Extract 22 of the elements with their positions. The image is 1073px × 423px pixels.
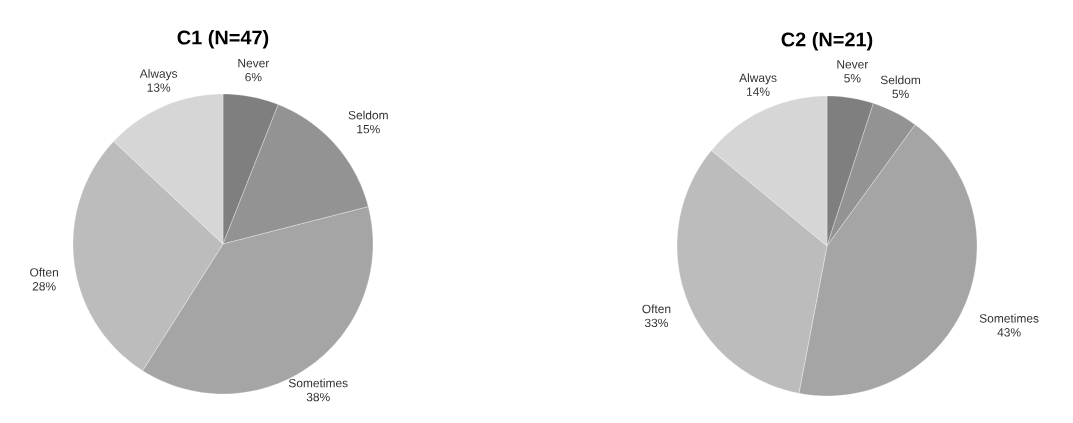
slice-label: Never <box>837 60 869 69</box>
data-label: 14% <box>746 87 770 96</box>
slice-label: Often <box>642 304 671 314</box>
slice-label: Always <box>139 69 178 81</box>
slice-label: Seldom <box>348 110 388 120</box>
chart-title: C1 (N=47) <box>177 29 269 49</box>
data-label: 38% <box>306 392 330 402</box>
slice-label: Sometimes <box>979 313 1039 323</box>
data-label: 15% <box>357 124 380 134</box>
chart-title: C2 (N=21) <box>781 31 873 51</box>
data-label: 5% <box>844 74 861 83</box>
data-label: 6% <box>245 72 262 82</box>
data-label: 43% <box>997 328 1021 337</box>
data-label: 5% <box>892 89 909 99</box>
slice-label: Always <box>739 73 777 85</box>
slice-label: Sometimes <box>288 378 348 388</box>
data-label: 28% <box>32 282 56 291</box>
slice-label: Often <box>30 267 58 277</box>
data-label: 33% <box>644 318 668 328</box>
slice-label: Never <box>238 59 270 68</box>
data-label: 13% <box>147 83 171 92</box>
slice-label: Seldom <box>880 75 921 85</box>
